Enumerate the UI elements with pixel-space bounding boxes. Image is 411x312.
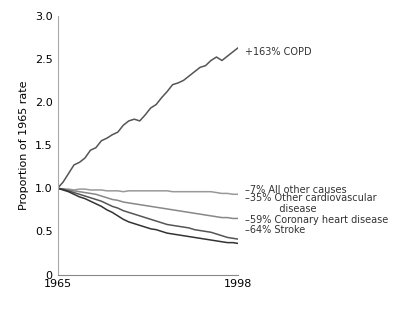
Text: –59% Coronary heart disease: –59% Coronary heart disease xyxy=(245,215,388,225)
Text: –7% All other causes: –7% All other causes xyxy=(245,185,347,195)
Text: –64% Stroke: –64% Stroke xyxy=(245,225,305,235)
Y-axis label: Proportion of 1965 rate: Proportion of 1965 rate xyxy=(19,80,29,210)
Text: –35% Other cardiovascular
           disease: –35% Other cardiovascular disease xyxy=(245,193,377,214)
Text: +163% COPD: +163% COPD xyxy=(245,47,312,57)
